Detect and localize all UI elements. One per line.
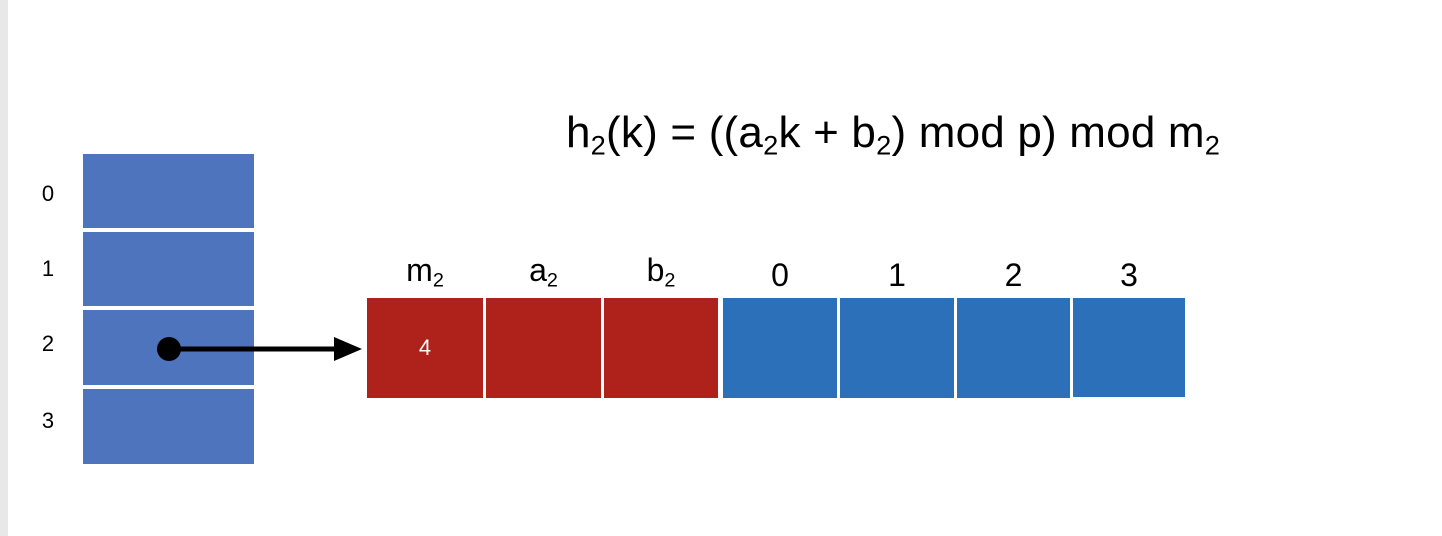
formula-a-subscript: 2 bbox=[763, 129, 779, 161]
label-m2: m2 bbox=[367, 250, 483, 290]
label-m2-base: m bbox=[406, 252, 433, 288]
formula-part-3: ) mod p) mod m bbox=[891, 108, 1205, 157]
formula-part-2: k + b bbox=[778, 108, 877, 157]
formula-part-1: (k) = ((a bbox=[606, 108, 764, 157]
outer-index-0: 0 bbox=[41, 181, 55, 206]
label-slot-3: 3 bbox=[1120, 257, 1138, 293]
pointer-arrowhead bbox=[334, 337, 362, 361]
label-a2-subscript: 2 bbox=[546, 269, 558, 292]
outer-slot-1 bbox=[83, 232, 254, 306]
outer-index-2: 2 bbox=[41, 331, 55, 356]
label-slot-1: 1 bbox=[888, 257, 906, 293]
label-a2: a2 bbox=[486, 250, 601, 290]
hash-formula: h2(k) = ((a2k + b2) mod p) mod m2 bbox=[566, 108, 1221, 161]
formula-h: h bbox=[566, 108, 591, 157]
outer-index-1: 1 bbox=[41, 256, 55, 281]
left-margin-rule bbox=[0, 0, 8, 536]
label-slot-0: 0 bbox=[771, 257, 789, 293]
formula-m-subscript: 2 bbox=[1204, 129, 1221, 161]
m2-value: 4 bbox=[418, 335, 432, 360]
label-b2-subscript: 2 bbox=[664, 269, 676, 292]
outer-slot-3 bbox=[83, 389, 254, 464]
inner-slot-0 bbox=[723, 298, 837, 398]
label-m2-subscript: 2 bbox=[432, 269, 444, 292]
formula-b-subscript: 2 bbox=[876, 129, 892, 161]
inner-slot-3 bbox=[1073, 298, 1185, 397]
formula-h-subscript: 2 bbox=[590, 129, 607, 161]
outer-slot-0 bbox=[83, 154, 254, 228]
label-b2: b2 bbox=[604, 250, 718, 290]
label-b2-base: b bbox=[646, 252, 665, 288]
m2-cell: 4 bbox=[367, 298, 483, 398]
label-a2-base: a bbox=[529, 252, 547, 288]
inner-slot-2 bbox=[957, 298, 1070, 398]
a2-cell bbox=[486, 298, 601, 398]
label-slot-2: 2 bbox=[1004, 257, 1023, 293]
outer-index-3: 3 bbox=[41, 408, 55, 433]
inner-slot-1 bbox=[840, 298, 954, 398]
b2-cell bbox=[604, 298, 718, 398]
